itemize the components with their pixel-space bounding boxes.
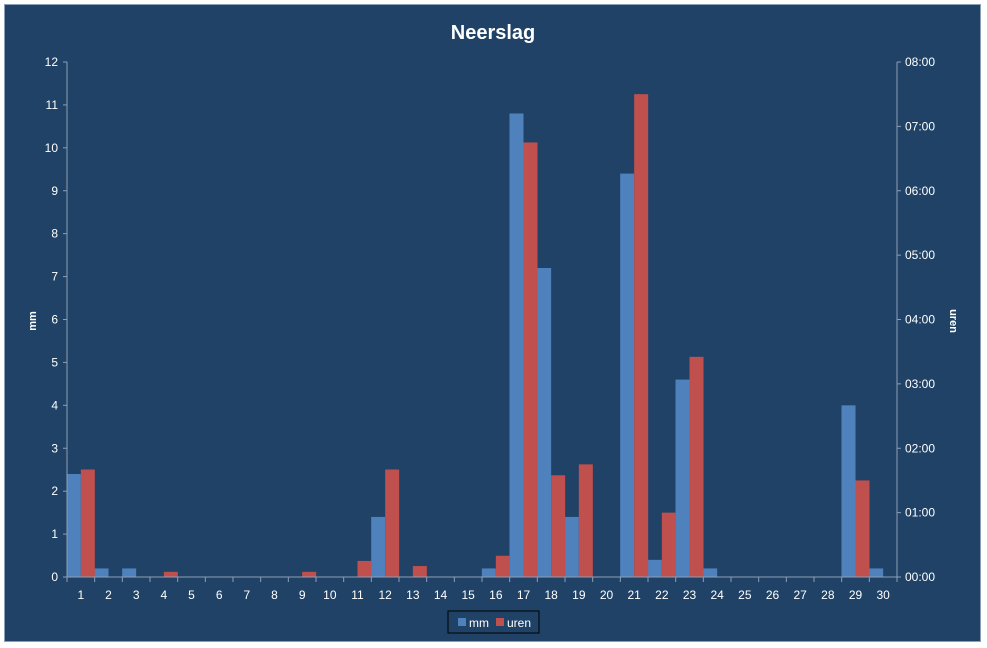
y2-tick-label: 02:00 xyxy=(905,441,935,455)
x-tick-label: 25 xyxy=(738,588,752,602)
bar-mm-2 xyxy=(94,568,109,577)
legend-swatch-uren xyxy=(496,618,504,626)
y-tick-label: 9 xyxy=(51,184,58,198)
x-tick-label: 11 xyxy=(351,588,364,602)
y-axis-title: mm xyxy=(27,311,39,331)
bar-uren-18 xyxy=(551,475,566,577)
x-tick-label: 12 xyxy=(378,588,392,602)
x-tick-label: 30 xyxy=(876,588,890,602)
bar-uren-29 xyxy=(855,480,870,577)
y2-tick-label: 03:00 xyxy=(905,377,935,391)
bar-mm-1 xyxy=(66,474,81,577)
bar-uren-16 xyxy=(495,555,510,577)
x-tick-label: 21 xyxy=(627,588,641,602)
bar-uren-1 xyxy=(80,469,95,577)
y2-tick-label: 05:00 xyxy=(905,248,935,262)
x-tick-label: 9 xyxy=(299,588,306,602)
chart-svg: Neerslag 012345678910111200:0001:0002:00… xyxy=(27,22,959,634)
y2-tick-label: 08:00 xyxy=(905,55,935,69)
bar-uren-9 xyxy=(302,571,317,577)
y2-axis-title: uren xyxy=(947,309,959,333)
x-tick-label: 6 xyxy=(216,588,223,602)
y-tick-label: 1 xyxy=(51,527,58,541)
x-tick-label: 14 xyxy=(434,588,448,602)
x-tick-label: 17 xyxy=(517,588,531,602)
legend-label-mm: mm xyxy=(469,616,489,630)
y-tick-label: 10 xyxy=(45,141,59,155)
bar-mm-19 xyxy=(564,516,579,577)
y-tick-label: 12 xyxy=(45,55,59,69)
bar-mm-23 xyxy=(675,379,690,577)
bar-uren-23 xyxy=(689,356,704,577)
bar-mm-21 xyxy=(620,173,635,577)
bar-uren-4 xyxy=(163,571,178,577)
y-tick-label: 2 xyxy=(51,484,58,498)
x-tick-label: 8 xyxy=(271,588,278,602)
x-tick-label: 7 xyxy=(243,588,250,602)
bar-uren-17 xyxy=(523,142,538,577)
x-tick-label: 16 xyxy=(489,588,503,602)
x-tick-label: 3 xyxy=(133,588,140,602)
y-tick-label: 7 xyxy=(51,270,58,284)
x-tick-label: 29 xyxy=(849,588,863,602)
x-tick-label: 27 xyxy=(793,588,807,602)
y-tick-label: 4 xyxy=(51,398,58,412)
x-tick-label: 18 xyxy=(544,588,558,602)
y2-tick-label: 07:00 xyxy=(905,119,935,133)
y-tick-label: 5 xyxy=(51,355,58,369)
y-tick-label: 0 xyxy=(51,570,58,584)
y2-tick-label: 00:00 xyxy=(905,570,935,584)
y-tick-label: 11 xyxy=(46,98,59,112)
x-tick-label: 22 xyxy=(655,588,669,602)
bar-uren-22 xyxy=(661,512,676,578)
x-tick-label: 13 xyxy=(406,588,420,602)
bar-mm-3 xyxy=(122,568,137,577)
bar-uren-19 xyxy=(578,464,593,577)
x-tick-label: 2 xyxy=(105,588,112,602)
bar-uren-12 xyxy=(385,469,400,577)
bar-mm-30 xyxy=(869,568,884,577)
y2-tick-label: 04:00 xyxy=(905,313,935,327)
bar-mm-22 xyxy=(647,559,662,577)
legend-label-uren: uren xyxy=(507,616,531,630)
legend: mm uren xyxy=(447,610,540,634)
x-tick-label: 24 xyxy=(710,588,724,602)
y2-tick-label: 06:00 xyxy=(905,184,935,198)
bar-uren-21 xyxy=(634,94,649,577)
x-tick-label: 26 xyxy=(766,588,780,602)
y-tick-label: 3 xyxy=(51,441,58,455)
bar-mm-18 xyxy=(537,268,552,577)
x-tick-label: 23 xyxy=(683,588,697,602)
x-tick-label: 1 xyxy=(77,588,84,602)
bar-uren-11 xyxy=(357,560,372,577)
plot-layer: 012345678910111200:0001:0002:0003:0004:0… xyxy=(45,55,936,602)
bar-mm-24 xyxy=(703,568,718,577)
x-tick-label: 10 xyxy=(323,588,337,602)
x-tick-label: 4 xyxy=(160,588,167,602)
bar-mm-12 xyxy=(371,516,386,577)
y-tick-label: 6 xyxy=(51,313,58,327)
legend-swatch-mm xyxy=(458,618,466,626)
legend-box xyxy=(447,610,540,634)
x-tick-label: 20 xyxy=(600,588,614,602)
bar-mm-17 xyxy=(509,113,524,577)
x-tick-label: 15 xyxy=(461,588,475,602)
x-tick-label: 28 xyxy=(821,588,835,602)
chart-area: Neerslag 0 1 2 3 4 5 6 7 8 9 10 11 12 00:00 01:00 02:00… xyxy=(4,4,981,642)
chart-title: Neerslag xyxy=(451,22,536,44)
bar-mm-29 xyxy=(841,405,856,577)
y-tick-label: 8 xyxy=(51,227,58,241)
x-tick-label: 5 xyxy=(188,588,195,602)
x-tick-label: 19 xyxy=(572,588,586,602)
y2-tick-label: 01:00 xyxy=(905,506,935,520)
bar-mm-16 xyxy=(481,568,496,577)
bar-uren-13 xyxy=(412,566,427,577)
